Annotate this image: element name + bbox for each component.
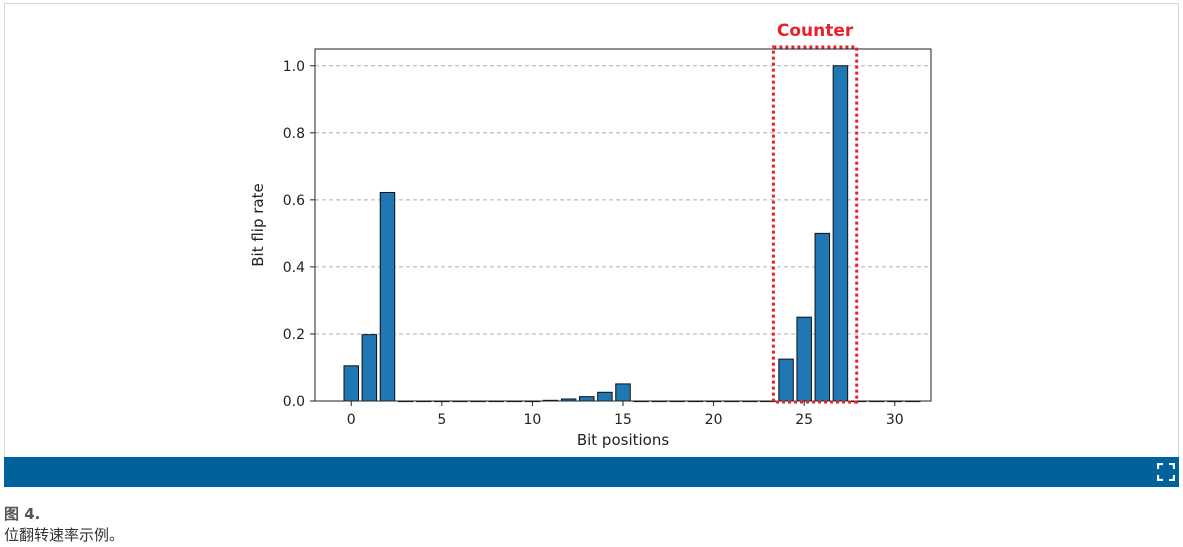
figure-toolbar <box>4 457 1179 487</box>
x-tick-label: 30 <box>886 412 904 428</box>
bar-bit-15 <box>615 383 631 402</box>
figure-caption-text: 位翻转速率示例。 <box>4 526 125 544</box>
expand-icon[interactable] <box>1156 462 1176 482</box>
bar-chart: 0.0 0.2 0.4 0.6 0.8 1.0 0 5 10 15 20 25 30 Bit posi… <box>249 21 932 449</box>
figure-caption-label: 图 4. <box>4 505 41 523</box>
x-tick-label: 10 <box>523 412 541 428</box>
bar-bit-25 <box>796 316 812 402</box>
bar-bit-2 <box>379 191 396 402</box>
bar-bit-0 <box>343 365 359 402</box>
x-tick-label: 0 <box>347 412 356 428</box>
y-tick-label: 0.4 <box>283 260 305 276</box>
y-axis-title: Bit flip rate <box>249 183 267 266</box>
counter-label: Counter <box>777 21 854 41</box>
y-axis-ticks: 0.0 0.2 0.4 0.6 0.8 1.0 <box>283 59 315 410</box>
bar-bit-24 <box>778 358 794 402</box>
counter-highlight-box <box>771 45 859 404</box>
x-axis-title: Bit positions <box>577 431 670 449</box>
y-tick-label: 0.8 <box>283 126 305 142</box>
x-tick-label: 15 <box>614 412 632 428</box>
y-tick-label: 0.0 <box>283 394 305 410</box>
x-tick-label: 20 <box>705 412 723 428</box>
x-tick-label: 5 <box>437 412 446 428</box>
bar-bit-27 <box>832 65 849 402</box>
y-tick-label: 0.2 <box>283 327 305 343</box>
bar-bit-1 <box>361 334 378 402</box>
x-tick-label: 25 <box>795 412 813 428</box>
x-axis-ticks: 0 5 10 15 20 25 30 <box>347 401 904 428</box>
bar-bit-13 <box>579 396 595 402</box>
y-tick-label: 1.0 <box>283 59 305 75</box>
bar-bit-26 <box>814 232 831 402</box>
bar-series <box>343 65 921 403</box>
bar-bit-14 <box>597 391 613 402</box>
figure-frame: 0.0 0.2 0.4 0.6 0.8 1.0 0 5 10 15 20 25 30 Bit posi… <box>4 3 1179 487</box>
y-tick-label: 0.6 <box>283 193 305 209</box>
